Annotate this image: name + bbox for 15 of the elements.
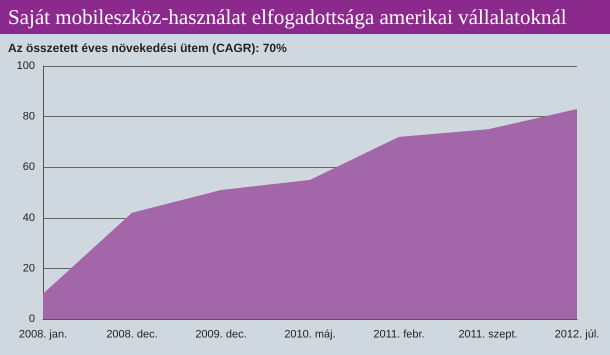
x-tick-label: 2008. dec. bbox=[106, 328, 158, 340]
y-tick-label: 40 bbox=[22, 212, 35, 224]
x-tick-label: 2012. júl. bbox=[554, 328, 600, 340]
x-tick-label: 2008. jan. bbox=[18, 328, 68, 340]
chart-title: Saját mobileszköz-használat elfogadottsága amerikai vállalatoknál bbox=[0, 0, 610, 34]
x-tick-label: 2011. szept. bbox=[458, 328, 518, 340]
x-tick-label: 2011. febr. bbox=[373, 328, 425, 340]
y-tick-label: 60 bbox=[22, 161, 35, 174]
y-tick-label: 20 bbox=[22, 262, 35, 274]
y-tick-label: 80 bbox=[22, 110, 35, 123]
chart-subtitle: Az összetett éves növekedési ütem (CAGR): 70% bbox=[7, 40, 288, 57]
x-tick-label: 2009. dec. bbox=[195, 328, 247, 340]
x-tick-label: 2010. máj. bbox=[284, 328, 336, 340]
y-tick-label: 100 bbox=[16, 60, 35, 72]
y-tick-label: 0 bbox=[28, 313, 35, 325]
